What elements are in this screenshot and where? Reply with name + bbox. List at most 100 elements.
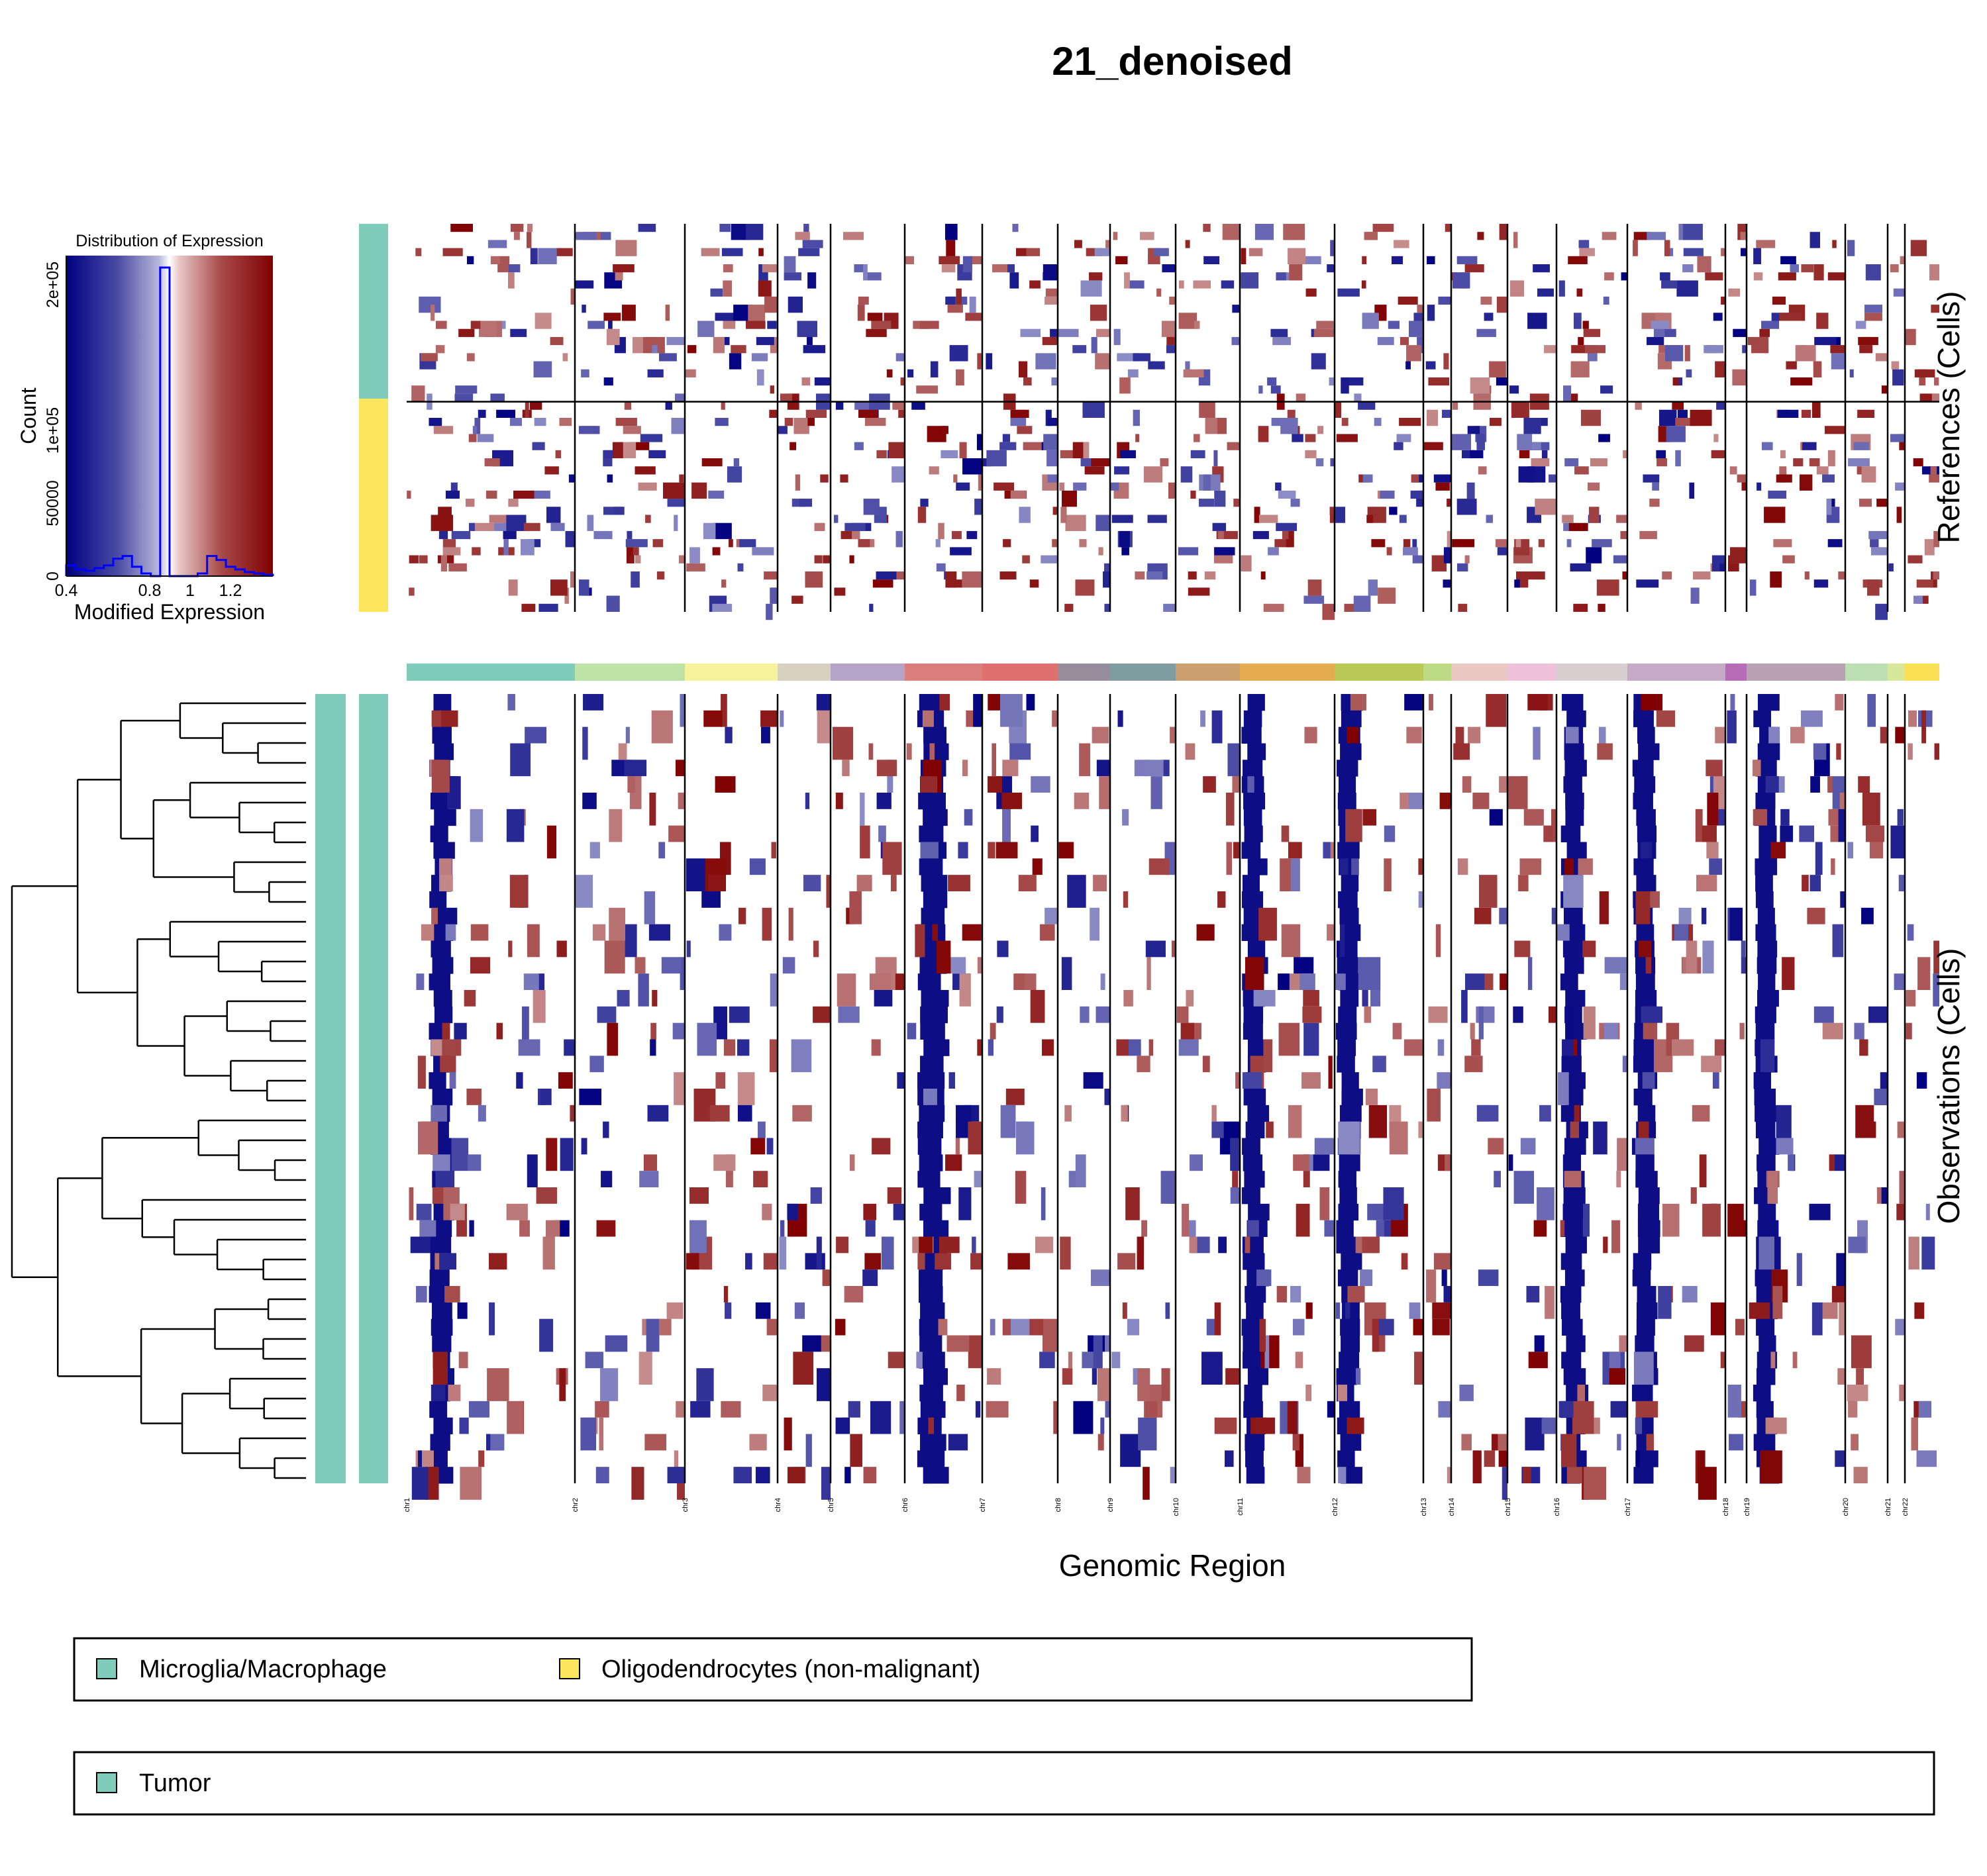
heatmap-cell-loss <box>1564 957 1584 974</box>
heatmap-cell-gain <box>1597 743 1613 760</box>
chromosome-strip-chr7 <box>982 664 1058 681</box>
heatmap-cell-loss <box>478 409 486 418</box>
heatmap-cell-gain <box>1917 957 1931 990</box>
heatmap-cell-loss <box>419 296 441 313</box>
heatmap-cell-gain <box>1411 474 1419 483</box>
chromosome-strip-chr14 <box>1451 664 1507 681</box>
heatmap-cell-gain <box>1418 858 1423 875</box>
heatmap-cell-gain <box>1146 957 1151 990</box>
chromosome-label: chr10 <box>1172 1498 1180 1516</box>
heatmap-cell-loss <box>923 743 949 760</box>
chromosome-strip-chr20 <box>1845 664 1888 681</box>
heatmap-cell-gain <box>1064 603 1074 612</box>
heatmap-cell-loss <box>606 595 620 612</box>
heatmap-cell-loss <box>1513 1171 1535 1204</box>
y-tick-label: 50000 <box>44 480 62 526</box>
heatmap-cell-gain <box>1499 776 1507 793</box>
heatmap-cell-loss <box>1409 1302 1421 1319</box>
heatmap-cell-gain <box>1319 1187 1330 1220</box>
heatmap-cell-loss <box>1242 760 1263 777</box>
heatmap-cell-loss <box>956 482 970 491</box>
heatmap-cell-loss <box>1467 426 1480 434</box>
heatmap-cell-gain <box>1328 1056 1333 1089</box>
heatmap-cell-loss <box>665 401 672 410</box>
heatmap-cell-gain <box>917 507 927 523</box>
heatmap-cell-gain <box>596 1220 616 1237</box>
heatmap-cell-loss <box>1790 264 1800 273</box>
heatmap-cell-loss <box>1478 1006 1484 1040</box>
heatmap-cell-loss <box>1093 1335 1103 1369</box>
heatmap-cell-loss <box>451 1138 469 1171</box>
heatmap-cell-loss <box>697 321 715 337</box>
heatmap-cell-loss <box>923 726 946 744</box>
heatmap-cell-loss <box>848 1401 860 1418</box>
heatmap-cell-gain <box>813 940 819 958</box>
heatmap-cell-loss <box>648 924 670 941</box>
heatmap-cell-gain <box>519 1220 530 1237</box>
heatmap-cell-loss <box>1267 377 1277 386</box>
heatmap-cell-loss <box>1100 973 1105 990</box>
heatmap-cell-gain <box>701 248 720 256</box>
heatmap-cell-loss <box>1675 450 1681 467</box>
heatmap-cell-loss <box>1632 1269 1651 1287</box>
heatmap-cell-gain <box>615 418 637 426</box>
heatmap-cell-gain <box>1772 1286 1783 1319</box>
heatmap-cell-loss <box>973 694 982 727</box>
heatmap-cell-gain <box>1488 1138 1504 1155</box>
heatmap-cell-loss <box>1412 555 1423 564</box>
heatmap-cell-loss <box>1247 694 1265 711</box>
heatmap-cell-loss <box>920 1401 946 1418</box>
heatmap-cell-gain <box>1125 1187 1140 1220</box>
heatmap-cell-gain <box>632 336 643 354</box>
heatmap-cell-gain <box>1728 288 1741 297</box>
heatmap-cell-gain <box>1384 858 1392 891</box>
heatmap-cell-loss <box>1408 793 1423 809</box>
heatmap-cell-gain <box>527 224 533 232</box>
heatmap-cell-loss <box>1780 825 1794 842</box>
heatmap-cell-loss <box>1849 369 1854 377</box>
heatmap-cell-gain <box>1122 1302 1127 1319</box>
heatmap-cell-gain <box>1097 1434 1104 1451</box>
heatmap-cell-loss <box>737 563 744 571</box>
heatmap-cell-gain <box>784 418 793 426</box>
heatmap-cell-loss <box>1838 809 1845 842</box>
heatmap-cell-gain <box>703 710 723 727</box>
heatmap-cell-loss <box>680 694 685 727</box>
heatmap-cell-gain <box>1913 458 1923 467</box>
heatmap-cell-loss <box>1925 1203 1930 1220</box>
heatmap-cell-loss <box>729 353 742 370</box>
y-tick-label: 1e+05 <box>44 407 62 454</box>
heatmap-cell-loss <box>1200 710 1205 727</box>
heatmap-cell-gain <box>939 1236 960 1254</box>
heatmap-cell-loss <box>1412 539 1417 548</box>
heatmap-cell-loss <box>1563 1368 1586 1385</box>
heatmap-cell-gain <box>1847 1385 1868 1401</box>
heatmap-cell-gain <box>867 313 883 321</box>
heatmap-cell-loss <box>1380 490 1395 499</box>
heatmap-cell-loss <box>601 1171 613 1187</box>
heatmap-cell-loss <box>1563 1187 1586 1205</box>
chromosome-label: chr14 <box>1448 1498 1456 1516</box>
heatmap-cell-gain <box>723 264 733 273</box>
heatmap-cell-loss <box>1459 1385 1474 1401</box>
heatmap-cell-gain <box>1931 305 1939 313</box>
heatmap-cell-gain <box>1433 1253 1451 1270</box>
heatmap-cell-loss <box>1246 1467 1265 1484</box>
heatmap-cell-gain <box>1010 490 1027 499</box>
heatmap-cell-loss <box>1635 1154 1655 1171</box>
heatmap-cell-loss <box>1358 401 1376 410</box>
heatmap-cell-gain <box>1730 547 1747 564</box>
heatmap-cell-gain <box>1258 426 1269 442</box>
heatmap-cell-loss <box>1758 1203 1776 1221</box>
heatmap-cell-loss <box>972 1236 976 1254</box>
heatmap-cell-gain <box>656 571 665 580</box>
heatmap-cell-gain <box>1518 875 1529 891</box>
chromosome-strip-chr4 <box>778 664 831 681</box>
heatmap-cell-gain <box>652 539 664 548</box>
heatmap-cell-gain <box>866 328 887 337</box>
heatmap-cell-gain <box>1245 1236 1250 1254</box>
heatmap-cell-gain <box>1255 1417 1275 1434</box>
heatmap-cell-loss <box>1047 474 1058 483</box>
heatmap-cell-gain <box>1770 1352 1776 1369</box>
heatmap-cell-gain <box>723 321 736 329</box>
